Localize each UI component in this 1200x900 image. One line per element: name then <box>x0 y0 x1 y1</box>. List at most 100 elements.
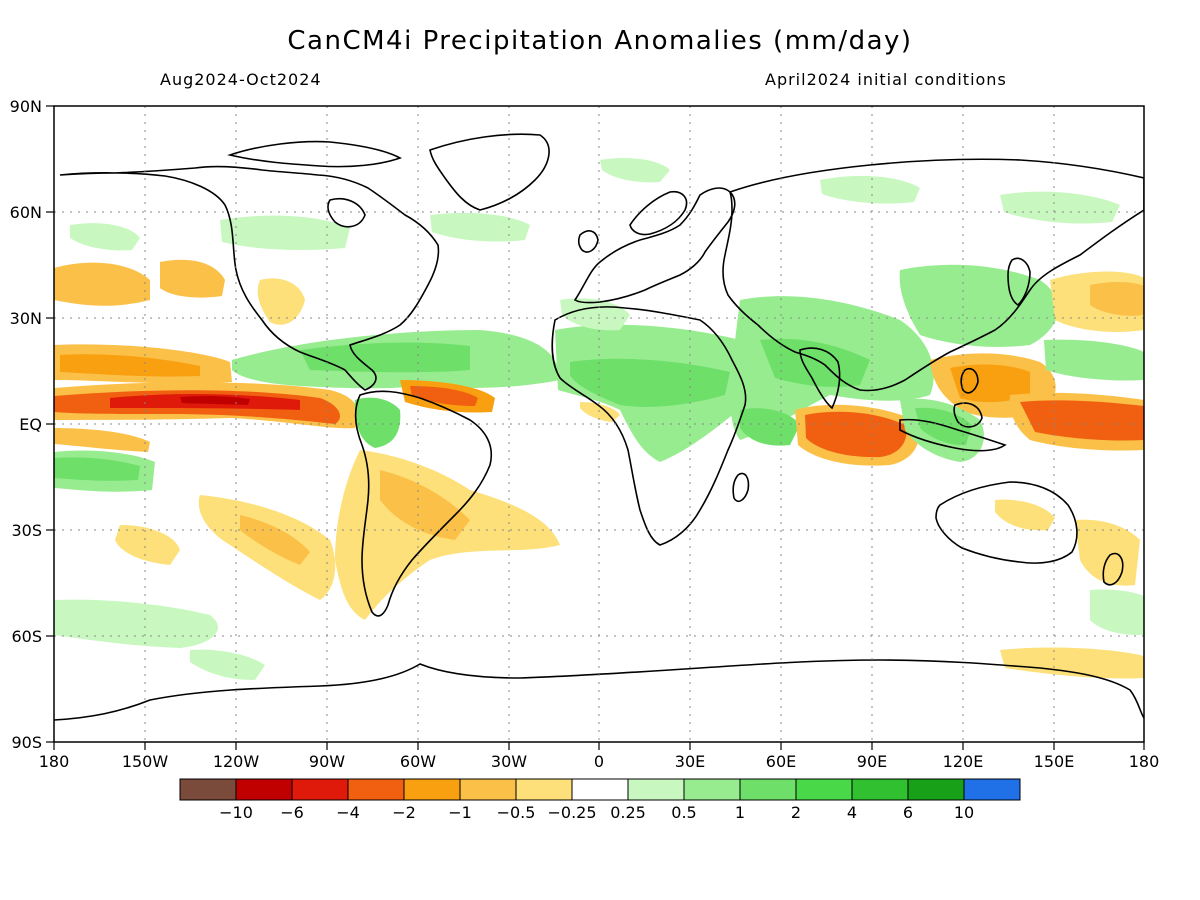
coastline-australia <box>935 481 1078 564</box>
lon-tick-label: 180 <box>39 752 70 771</box>
coastline-indonesia <box>899 418 1007 452</box>
anomaly-region <box>1075 519 1140 586</box>
colorbar-swatch <box>683 778 741 801</box>
tick-marks <box>46 105 1145 750</box>
coastline-japan <box>1007 257 1031 307</box>
coastline-scandinavia <box>629 190 688 236</box>
colorbar-label: −6 <box>280 803 304 822</box>
anomaly-region <box>1090 589 1144 636</box>
anomaly-region <box>54 262 150 306</box>
coastline-madagascar <box>732 472 750 502</box>
lat-tick-label: 90N <box>10 97 42 116</box>
anomaly-region <box>600 158 670 183</box>
lon-tick-label: 150E <box>1034 752 1075 771</box>
colorbar-label: −10 <box>219 803 253 822</box>
colorbar-label: −2 <box>392 803 416 822</box>
initial-conditions: April2024 initial conditions <box>765 70 1007 89</box>
anomaly-region <box>54 457 140 481</box>
anomaly-region <box>240 515 310 565</box>
map-title: CanCM4i Precipitation Anomalies (mm/day) <box>287 26 913 56</box>
coastline-uk <box>577 230 599 253</box>
lat-tick-label: 30N <box>10 309 42 328</box>
lon-tick-label: 60W <box>400 752 436 771</box>
anomaly-region <box>115 525 180 565</box>
coastline-antarctica <box>54 659 1144 721</box>
anomaly-region <box>257 278 305 325</box>
colorbar-swatch <box>515 778 573 801</box>
lon-tick-label: 120E <box>943 752 984 771</box>
anomaly-region <box>1020 400 1144 441</box>
colorbar-swatch <box>851 778 909 801</box>
coastline-india <box>799 347 841 410</box>
anomaly-region <box>180 395 250 405</box>
lat-tick-label: 60S <box>11 627 42 646</box>
coastline-south-america <box>354 390 492 617</box>
forecast-period: Aug2024-Oct2024 <box>160 70 322 89</box>
anomaly-region <box>915 407 972 446</box>
anomaly-region <box>54 599 219 648</box>
anomaly-region <box>60 354 200 377</box>
colorbar-label: 1 <box>735 803 745 822</box>
lon-tick-label: 90W <box>309 752 345 771</box>
grid-lines <box>54 106 1144 742</box>
coastline-greenland <box>429 133 550 211</box>
longitude-labels: 180 150W 120W 90W 60W 30W 0 30E 60E 90E … <box>39 752 1160 771</box>
colorbar-swatch <box>179 778 237 801</box>
colorbar-labels: −10 −6 −4 −2 −1 −0.5 −0.25 0.25 0.5 1 2 … <box>219 803 974 822</box>
anomaly-region <box>70 223 140 251</box>
colorbar-swatch <box>739 778 797 801</box>
lon-tick-label: 30W <box>491 752 527 771</box>
lat-tick-label: EQ <box>19 415 42 434</box>
anomaly-region <box>1000 191 1120 224</box>
coastline-hudson-bay <box>327 198 366 228</box>
anomaly-region <box>220 215 350 250</box>
anomaly-region <box>1090 282 1144 316</box>
colorbar-swatch <box>571 778 629 801</box>
coastline-north-america <box>59 165 440 391</box>
anomaly-region <box>805 411 907 458</box>
coastline-philippines <box>960 367 979 394</box>
anomaly-region <box>1044 339 1144 381</box>
anomaly-region <box>740 408 800 446</box>
colorbar-label: 2 <box>791 803 801 822</box>
colorbar-label: −1 <box>448 803 472 822</box>
colorbar-label: 4 <box>847 803 857 822</box>
coastline-asia <box>722 158 1144 392</box>
colorbar-swatch <box>963 778 1021 801</box>
lon-tick-label: 180 <box>1129 752 1160 771</box>
anomaly-region <box>160 259 225 298</box>
anomaly-region <box>995 499 1055 531</box>
coastline-borneo <box>953 402 983 428</box>
colorbar-swatch <box>907 778 965 801</box>
lat-tick-label: 60N <box>10 203 42 222</box>
coastline-arctic-islands <box>227 140 402 168</box>
coastlines <box>54 133 1144 721</box>
lon-tick-label: 150W <box>122 752 169 771</box>
coastline-europe <box>573 187 736 304</box>
lat-tick-label: 30S <box>11 521 42 540</box>
colorbar-label: 0.25 <box>610 803 646 822</box>
anomaly-region <box>190 649 265 680</box>
colorbar <box>179 778 1021 801</box>
anomaly-region <box>820 175 920 204</box>
colorbar-label: 10 <box>954 803 974 822</box>
lat-tick-label: 90S <box>11 733 42 752</box>
colorbar-swatch <box>403 778 461 801</box>
colorbar-swatch <box>795 778 853 801</box>
anomaly-region <box>899 264 1059 347</box>
coastline-africa <box>551 306 747 546</box>
lon-tick-label: 90E <box>857 752 887 771</box>
anomaly-region <box>760 338 870 388</box>
anomaly-region <box>1000 647 1144 679</box>
lon-tick-label: 30E <box>675 752 705 771</box>
colorbar-label: −4 <box>336 803 360 822</box>
colorbar-label: −0.5 <box>497 803 536 822</box>
colorbar-label: 0.5 <box>671 803 696 822</box>
anomaly-region <box>410 386 478 406</box>
anomaly-region <box>354 397 401 448</box>
lon-tick-label: 0 <box>594 752 604 771</box>
lon-tick-label: 120W <box>213 752 260 771</box>
anomaly-region <box>300 342 470 373</box>
colorbar-swatch <box>627 778 685 801</box>
